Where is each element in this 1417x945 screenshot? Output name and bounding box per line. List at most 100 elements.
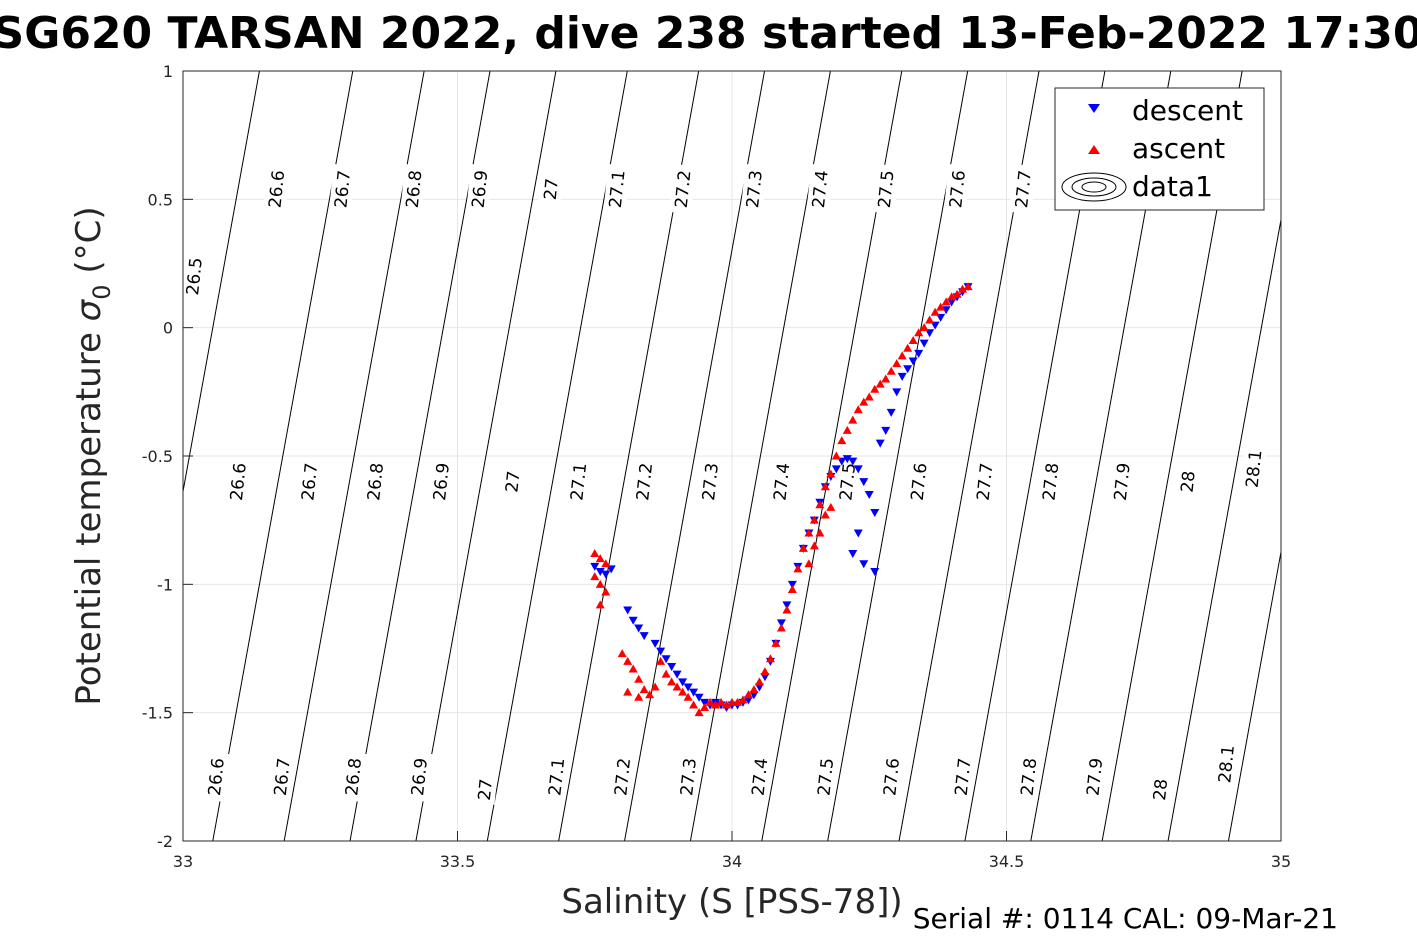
ascent-point bbox=[738, 695, 748, 704]
contour-label-text: 26.7 bbox=[331, 169, 355, 209]
contour-label: 26.5 bbox=[180, 251, 208, 302]
ascent-point bbox=[716, 697, 726, 706]
contour-label-halo bbox=[877, 751, 905, 802]
contour-label-text: 27.8 bbox=[1018, 757, 1042, 797]
contour-label-halo bbox=[746, 751, 773, 802]
contour-label: 27.2 bbox=[608, 751, 636, 802]
contour-label: 27.1 bbox=[564, 456, 592, 507]
contour-label: 26.6 bbox=[202, 751, 230, 802]
descent-point bbox=[700, 698, 710, 707]
descent-point bbox=[634, 624, 644, 633]
contour-label-text: 26.8 bbox=[403, 169, 427, 209]
contour-label-text: 27.5 bbox=[814, 757, 838, 797]
contour-label-text: 26.7 bbox=[271, 757, 295, 797]
ascent-point bbox=[782, 605, 792, 614]
contour-label-halo bbox=[405, 751, 433, 802]
descent-point bbox=[947, 298, 957, 307]
legend-box bbox=[1054, 87, 1265, 211]
y-axis-ticks: -2 -1.5 -1 -0.5 0 0.5 1 bbox=[142, 62, 193, 851]
contour-label-halo bbox=[1212, 738, 1240, 790]
ascent-point bbox=[804, 559, 814, 568]
ascent-point bbox=[815, 500, 825, 509]
ascent-point bbox=[754, 677, 764, 686]
contour-label-text: 27.2 bbox=[633, 462, 657, 502]
ascent-point bbox=[645, 690, 655, 699]
contour-label: 27.5 bbox=[872, 164, 900, 215]
contour-label: 28 bbox=[1147, 774, 1173, 805]
contour-label-halo bbox=[224, 456, 252, 507]
contour-label-halo bbox=[180, 251, 208, 302]
contour-label-halo bbox=[943, 164, 971, 215]
descent-point bbox=[749, 691, 759, 700]
contour-label: 27.1 bbox=[542, 751, 570, 802]
descent-point bbox=[870, 568, 880, 576]
contour-label: 27.7 bbox=[949, 751, 977, 802]
x-tick-label: 35 bbox=[1271, 852, 1291, 871]
ascent-point bbox=[623, 687, 633, 696]
contour-label: 27.3 bbox=[696, 456, 724, 507]
ascent-point bbox=[919, 323, 929, 332]
contour-label-halo bbox=[202, 751, 230, 802]
contour-label: 27.6 bbox=[877, 751, 905, 802]
legend-data1-label: data1 bbox=[1132, 170, 1213, 203]
contour-label: 26.9 bbox=[466, 164, 493, 215]
ascent-point bbox=[617, 649, 627, 658]
ascent-point bbox=[705, 697, 715, 706]
ascent-point bbox=[936, 302, 946, 311]
contour-label: 26.7 bbox=[328, 164, 356, 215]
contour-label-text: 28.1 bbox=[1215, 744, 1239, 784]
contour-label-halo bbox=[603, 164, 631, 215]
ascent-point bbox=[683, 692, 693, 701]
contour-label-text: 26.6 bbox=[227, 462, 251, 502]
descent-point bbox=[623, 606, 633, 615]
x-axis-label: Salinity (S [PSS-78]) bbox=[561, 882, 902, 922]
contour-label-text: 27 bbox=[502, 470, 524, 494]
descent-point bbox=[892, 388, 902, 397]
contour-label-text: 27.7 bbox=[1012, 169, 1036, 209]
contour-label-text: 27.9 bbox=[1083, 757, 1107, 797]
contour-label-halo bbox=[674, 751, 702, 802]
contour-label-halo bbox=[1015, 751, 1042, 802]
contour-label-text: 27 bbox=[475, 778, 497, 802]
descent-point bbox=[859, 560, 869, 569]
descent-point bbox=[754, 683, 764, 692]
descent-point bbox=[837, 457, 847, 466]
ascent-point bbox=[848, 415, 858, 424]
ascent-point bbox=[952, 289, 962, 298]
ascent-point bbox=[820, 482, 830, 491]
descent-point bbox=[936, 313, 946, 322]
x-tick-label: 33 bbox=[173, 852, 193, 871]
ascent-point bbox=[623, 656, 633, 665]
contour-label: 27.1 bbox=[603, 164, 631, 215]
contour-label-halo bbox=[1080, 751, 1108, 802]
ascent-point bbox=[798, 543, 808, 552]
ascent-point bbox=[656, 656, 666, 665]
contour-label-text: 26.8 bbox=[364, 462, 388, 502]
contour-label: 27 bbox=[472, 774, 498, 805]
ascent-point bbox=[672, 682, 682, 691]
ascent-point bbox=[595, 554, 605, 563]
serial-cal-footer: Serial #: 0114 CAL: 09-Mar-21 bbox=[913, 902, 1338, 935]
legend-descent-marker bbox=[1088, 104, 1100, 113]
descent-point bbox=[694, 693, 704, 702]
descent-point bbox=[590, 562, 600, 571]
y-tick-label: 0.5 bbox=[148, 190, 173, 209]
ascent-point bbox=[765, 654, 775, 663]
descent-point bbox=[656, 647, 666, 656]
contour-label-halo bbox=[669, 164, 697, 215]
contour-label: 27.4 bbox=[806, 164, 834, 215]
ascent-point bbox=[903, 343, 913, 352]
contour-label: 27.6 bbox=[905, 456, 933, 507]
contour-label: 26.6 bbox=[224, 456, 252, 507]
descent-point bbox=[650, 639, 660, 648]
legend-ascent-label: ascent bbox=[1132, 132, 1225, 165]
descent-point bbox=[864, 491, 874, 499]
contour-label: 27.2 bbox=[630, 456, 658, 507]
contour-label-halo bbox=[1175, 466, 1201, 497]
descent-point bbox=[859, 478, 869, 487]
contour-label-halo bbox=[268, 751, 296, 802]
contour-label-halo bbox=[872, 164, 900, 215]
descent-point bbox=[639, 632, 649, 641]
ascent-point bbox=[837, 436, 847, 445]
